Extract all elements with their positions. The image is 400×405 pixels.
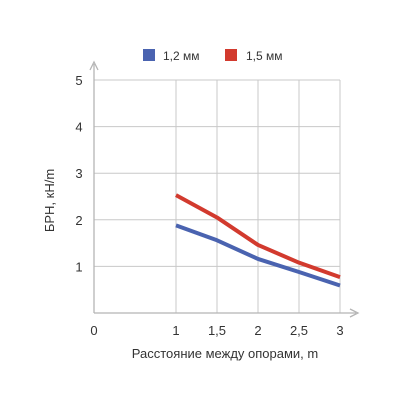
x-tick-label: 1 — [172, 323, 179, 338]
series-line-1 — [175, 223, 341, 288]
y-tick-label: 3 — [75, 166, 82, 181]
y-axis-arrow — [89, 60, 99, 71]
y-tick-label: 5 — [75, 73, 82, 88]
y-axis-title: БРН, кН/m — [42, 169, 57, 232]
legend: 1,2 мм 1,5 мм — [143, 49, 283, 63]
legend-swatch — [225, 49, 237, 61]
legend-label: 1,2 мм — [163, 49, 200, 63]
x-tick-label: 1,5 — [208, 323, 226, 338]
series-lines — [175, 193, 341, 288]
x-tick-label: 2 — [254, 323, 261, 338]
series-line-2 — [175, 193, 341, 280]
y-tick-label: 1 — [75, 259, 82, 274]
legend-swatch — [143, 49, 155, 61]
y-tick-label: 4 — [75, 120, 82, 135]
axis-labels: Расстояние между опорами, m БРН, кН/m — [42, 169, 318, 361]
grid — [94, 79, 341, 313]
axes: 0 1 1,5 2 2,5 3 1 2 3 4 5 — [75, 60, 360, 338]
x-tick-label: 0 — [90, 323, 97, 338]
x-tick-label: 2,5 — [290, 323, 308, 338]
y-tick-label: 2 — [75, 213, 82, 228]
legend-label: 1,5 мм — [246, 49, 283, 63]
x-tick-label: 3 — [336, 323, 343, 338]
x-axis-arrow — [349, 308, 360, 318]
x-axis-title: Расстояние между опорами, m — [132, 346, 318, 361]
